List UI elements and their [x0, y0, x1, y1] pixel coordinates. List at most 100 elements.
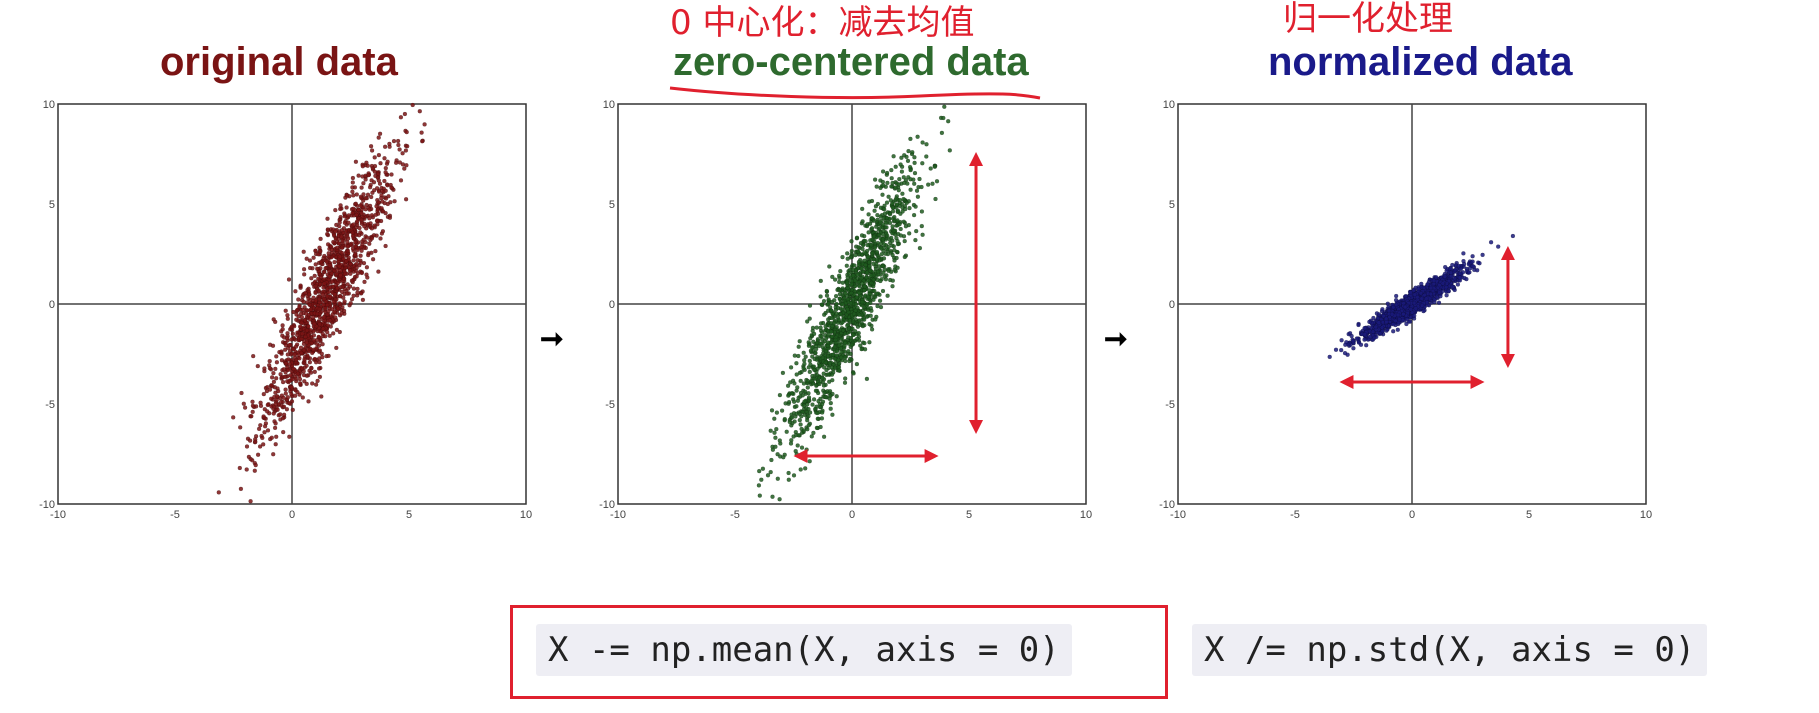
scatter-point [356, 173, 361, 178]
scatter-point [417, 108, 422, 114]
scatter-point [910, 150, 915, 155]
scatter-point [786, 393, 791, 398]
scatter-point [344, 193, 350, 198]
y-tick-label: 10 [1163, 99, 1175, 111]
scatter-point [345, 244, 350, 249]
scatter-point [1428, 285, 1434, 291]
scatter-point [820, 355, 826, 360]
scatter-point [825, 343, 831, 349]
scatter-point [241, 401, 247, 406]
scatter-point [304, 328, 310, 333]
right-arrow-icon: ➞ [540, 323, 564, 354]
scatter-point [821, 365, 827, 370]
scatter-point [287, 434, 292, 439]
scatter-point [283, 387, 288, 392]
scatter-point [924, 142, 929, 147]
scatter-point [814, 383, 819, 388]
scatter-point [321, 326, 326, 331]
scatter-point [1362, 325, 1367, 331]
scatter-point [374, 186, 380, 191]
scatter-point [370, 256, 376, 262]
scatter-point [353, 159, 359, 164]
scatter-point [903, 206, 908, 212]
scatter-point [273, 390, 278, 395]
scatter-point [813, 388, 819, 393]
scatter-point [364, 265, 370, 270]
scatter-point [894, 202, 900, 207]
scatter-point [326, 251, 331, 256]
y-tick-label: 0 [49, 299, 55, 311]
scatter-point [314, 311, 320, 317]
scatter-point [265, 428, 271, 433]
scatter-point [920, 161, 925, 166]
scatter-point [339, 234, 344, 240]
arrowhead-right [1470, 375, 1485, 389]
scatter-point [329, 271, 334, 276]
scatter-point [863, 262, 868, 268]
scatter-point [932, 164, 937, 169]
scatter-point [856, 262, 862, 267]
scatter-point [840, 328, 846, 333]
scatter-point [338, 294, 343, 299]
scatter-point [819, 410, 825, 415]
y-tick-label: -10 [39, 499, 55, 511]
x-tick-label: 10 [1640, 509, 1652, 521]
scatter-point [304, 381, 309, 387]
y-tick-label: 10 [603, 99, 615, 111]
scatter-point [334, 222, 339, 228]
scatter-point [327, 268, 332, 274]
scatter-point [1327, 354, 1332, 360]
scatter-point [1443, 264, 1448, 270]
scatter-point [353, 201, 358, 207]
scatter-point [882, 274, 887, 279]
scatter-point [387, 141, 392, 147]
x-tick-label: -10 [1170, 509, 1186, 521]
scatter-point [325, 329, 330, 335]
code-std-division: X /= np.std(X, axis = 0) [1192, 624, 1708, 676]
scatter-point [327, 284, 333, 290]
scatter-point [359, 185, 364, 190]
scatter-point [248, 499, 253, 504]
scatter-point [389, 172, 394, 177]
scatter-point [349, 278, 355, 284]
scatter-point [349, 296, 355, 302]
scatter-point [311, 255, 316, 260]
x-tick-label: -5 [170, 509, 180, 521]
scatter-point [369, 226, 375, 231]
scatter-point [805, 385, 811, 390]
scatter-point [332, 268, 337, 274]
scatter-point [819, 402, 825, 407]
scatter-point [834, 353, 839, 358]
scatter-point [912, 155, 917, 160]
x-tick-label: -5 [1290, 509, 1300, 521]
scatter-point [1367, 319, 1372, 325]
scatter-point [325, 312, 330, 317]
scatter-point [358, 230, 363, 235]
scatter-point [337, 264, 342, 269]
scatter-point [383, 196, 389, 201]
y-tick-label: 5 [49, 199, 55, 211]
scatter-point [244, 467, 249, 472]
scatter-point [361, 180, 366, 186]
scatter-point [802, 361, 807, 367]
scatter-point [789, 391, 795, 396]
scatter-point [358, 203, 363, 208]
scatter-point [339, 227, 345, 233]
scatter-point [872, 177, 878, 182]
scatter-point [397, 147, 402, 152]
scatter-point [1342, 350, 1348, 356]
scatter-point [840, 254, 845, 260]
scatter-point [852, 263, 857, 268]
scatter-point [880, 263, 885, 269]
scatter-point [1391, 304, 1396, 310]
scatter-point [826, 297, 831, 302]
scatter-points [216, 102, 427, 504]
scatter-point [312, 273, 317, 279]
scatter-point [321, 285, 326, 290]
scatter-point [258, 403, 264, 409]
scatter-point [857, 318, 862, 323]
scatter-point [872, 288, 877, 294]
scatter-point [789, 438, 794, 443]
scatter-point [913, 204, 918, 209]
scatter-point [329, 247, 334, 253]
